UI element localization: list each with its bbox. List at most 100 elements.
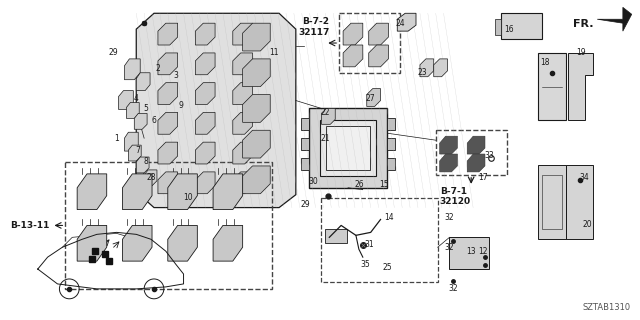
Bar [538, 165, 566, 239]
Text: 30: 30 [308, 177, 319, 186]
Polygon shape [243, 166, 270, 194]
Text: 22: 22 [321, 108, 330, 117]
Polygon shape [369, 23, 388, 45]
Polygon shape [420, 59, 434, 77]
Polygon shape [195, 23, 215, 45]
Bar [449, 237, 489, 269]
Polygon shape [77, 225, 107, 261]
Polygon shape [158, 172, 178, 194]
Text: 14: 14 [385, 213, 394, 222]
Bar [301, 158, 308, 170]
Polygon shape [77, 174, 107, 210]
Polygon shape [367, 89, 381, 107]
Polygon shape [467, 136, 485, 154]
Text: 32: 32 [445, 213, 454, 222]
Text: 4: 4 [134, 94, 139, 103]
Text: FR.: FR. [573, 19, 593, 29]
Polygon shape [243, 23, 270, 51]
Bar [301, 118, 308, 130]
Text: B-13-11: B-13-11 [10, 221, 49, 230]
Text: 20: 20 [582, 220, 592, 229]
Polygon shape [343, 23, 363, 45]
Text: 7: 7 [136, 146, 141, 155]
Bar [566, 165, 593, 239]
Bar [321, 198, 438, 282]
Polygon shape [233, 83, 253, 105]
Text: 35: 35 [360, 260, 370, 268]
Text: 17: 17 [478, 173, 488, 182]
Text: SZTAB1310: SZTAB1310 [582, 303, 631, 312]
Bar [387, 118, 396, 130]
Bar [538, 53, 566, 120]
Bar [326, 126, 370, 170]
Text: B-7-2
32117: B-7-2 32117 [298, 18, 330, 37]
Text: 19: 19 [577, 48, 586, 57]
Text: 10: 10 [184, 193, 193, 202]
Text: 28: 28 [147, 173, 156, 182]
Polygon shape [168, 174, 197, 210]
Polygon shape [158, 53, 178, 75]
Bar [321, 120, 376, 176]
Text: 2: 2 [156, 64, 160, 73]
Polygon shape [118, 91, 133, 109]
Polygon shape [195, 53, 215, 75]
Bar [387, 138, 396, 150]
Polygon shape [195, 142, 215, 164]
Polygon shape [597, 7, 632, 31]
Polygon shape [158, 142, 178, 164]
Text: 26: 26 [354, 180, 364, 189]
Polygon shape [233, 23, 253, 45]
Polygon shape [158, 23, 178, 45]
Text: 21: 21 [321, 134, 330, 143]
Text: 8: 8 [144, 157, 148, 166]
Polygon shape [467, 154, 485, 172]
Bar [500, 13, 542, 39]
Polygon shape [195, 83, 215, 105]
Text: 33: 33 [484, 150, 494, 160]
Polygon shape [168, 225, 197, 261]
Bar [495, 19, 500, 35]
Polygon shape [243, 130, 270, 158]
Polygon shape [233, 53, 253, 75]
Text: 5: 5 [143, 104, 148, 113]
Text: 34: 34 [580, 173, 589, 182]
Polygon shape [243, 95, 270, 122]
Text: 25: 25 [383, 263, 392, 272]
Bar [65, 162, 272, 289]
Polygon shape [124, 132, 138, 151]
Polygon shape [440, 154, 458, 172]
Polygon shape [213, 174, 243, 210]
Polygon shape [127, 102, 140, 118]
Polygon shape [136, 13, 296, 208]
Text: 29: 29 [301, 200, 310, 209]
Text: 12: 12 [478, 247, 488, 256]
Bar [436, 130, 507, 175]
Text: 29: 29 [109, 48, 118, 57]
Polygon shape [397, 13, 416, 31]
Text: 32: 32 [449, 284, 458, 293]
Polygon shape [369, 45, 388, 67]
Text: 24: 24 [396, 19, 405, 28]
Text: 1: 1 [114, 134, 119, 143]
Text: 18: 18 [540, 58, 550, 67]
Polygon shape [134, 113, 147, 129]
Polygon shape [434, 59, 447, 77]
Polygon shape [233, 142, 253, 164]
Bar [301, 138, 308, 150]
Polygon shape [122, 174, 152, 210]
Text: 3: 3 [173, 71, 178, 80]
Polygon shape [158, 112, 178, 134]
Text: 32: 32 [445, 243, 454, 252]
Bar [325, 229, 347, 243]
Polygon shape [124, 59, 140, 80]
Bar [339, 13, 400, 73]
Text: 9: 9 [178, 101, 183, 110]
Text: 16: 16 [504, 25, 513, 34]
Polygon shape [129, 145, 141, 161]
Text: 6: 6 [152, 116, 156, 125]
Bar [387, 158, 396, 170]
Polygon shape [195, 172, 215, 194]
Polygon shape [233, 172, 253, 194]
Polygon shape [213, 225, 243, 261]
Text: 11: 11 [269, 48, 279, 57]
